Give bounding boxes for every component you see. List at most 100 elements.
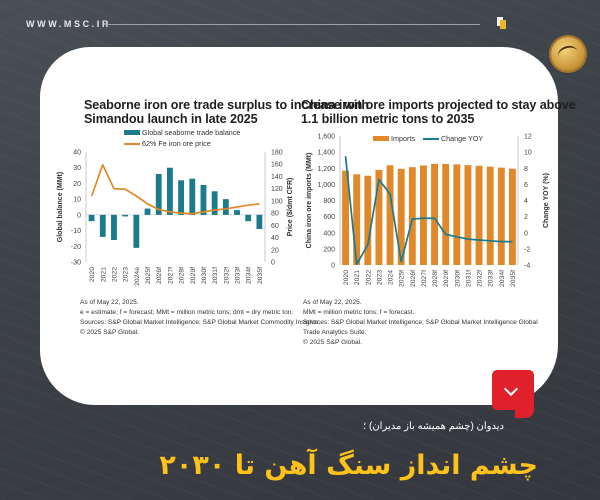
legend-item-change-yoy: Change YOY <box>422 133 483 144</box>
y-axis-right-title: Change YOY (%) <box>543 173 550 228</box>
y-axis-title: Global balance (MMt) <box>57 172 64 242</box>
bar <box>442 163 450 265</box>
x-tick-label: 2035f <box>510 270 517 287</box>
bar <box>375 169 383 265</box>
bar <box>166 167 173 215</box>
x-tick-label: 2024e <box>134 267 141 286</box>
x-tick-label: 2021 <box>354 270 361 285</box>
y-right-tick-label: 2 <box>524 214 528 221</box>
document-icon <box>497 17 506 29</box>
x-tick-label: 2032f <box>477 270 484 287</box>
bar <box>122 214 129 217</box>
left-chart-notes: As of May 22, 2025. e = estimate; f = fo… <box>80 298 320 338</box>
legend-item-iron-ore-price: 62% Fe iron ore price <box>124 138 240 149</box>
y-right-tick-label: 60 <box>271 223 279 230</box>
seal-logo-icon <box>551 37 585 71</box>
bar <box>475 165 483 265</box>
x-tick-label: 2027f <box>167 267 174 284</box>
line-series <box>90 163 260 215</box>
x-tick-label: 2034f <box>499 270 506 287</box>
bar <box>234 210 240 215</box>
bar <box>497 167 505 265</box>
bar <box>508 168 516 265</box>
bar <box>486 166 494 265</box>
y-tick-label: 30 <box>73 165 81 172</box>
x-tick-label: 2020 <box>343 270 350 285</box>
bar <box>364 175 372 265</box>
y-right-tick-label: 80 <box>271 211 279 218</box>
y-tick-label: -30 <box>71 260 81 267</box>
right-chart-notes: As of May 22, 2025. MMt = million metric… <box>303 298 538 348</box>
y-tick-label: 600 <box>323 214 335 221</box>
note-line: © 2025 S&P Global. <box>303 339 362 346</box>
y-tick-label: 400 <box>323 230 335 237</box>
x-tick-label: 2026f <box>410 270 417 287</box>
footer-headline: چشم انداز سنگ آهن تا ۲۰۳۰ <box>159 450 538 481</box>
legend-item-imports: Imports <box>373 133 415 144</box>
y-tick-label: 40 <box>73 150 81 157</box>
left-title-line2: Simandou launch in late 2025 <box>84 112 258 126</box>
bar <box>99 214 106 237</box>
bar <box>200 185 207 215</box>
x-tick-label: 2026f <box>156 267 163 284</box>
left-chart-plot: -30 -20 -10 0 10 20 30 40 0 20 40 60 80 100 120 140 160 1… <box>57 150 294 286</box>
teal-bar-swatch-icon <box>124 130 140 135</box>
x-tick-label: 2023 <box>123 267 130 282</box>
bar <box>133 214 140 248</box>
note-line: © 2025 S&P Global. <box>80 329 139 336</box>
bar <box>155 174 162 215</box>
y-tick-label: 1,600 <box>317 134 335 141</box>
y-right-tick-label: -2 <box>524 246 530 253</box>
right-title-line2: 1.1 billion metric tons to 2035 <box>301 112 475 126</box>
site-url[interactable]: WWW.MSC.IR <box>26 19 111 29</box>
line-series <box>344 156 513 266</box>
bar <box>256 214 263 229</box>
x-tick-label: 2032f <box>223 267 230 284</box>
bar <box>245 214 252 222</box>
y-tick-label: 200 <box>323 246 335 253</box>
y-right-tick-label: 180 <box>271 150 283 157</box>
bar <box>419 165 427 265</box>
bar <box>408 167 416 265</box>
y-right-tick-label: 20 <box>271 247 279 254</box>
y-axis-right-title: Price ($/dmt CFR) <box>287 178 294 237</box>
right-chart-title: China iron ore imports projected to stay… <box>301 98 576 126</box>
y-axis-title: China iron ore imports (MMt) <box>306 153 313 249</box>
bar <box>144 208 151 215</box>
y-right-tick-label: 8 <box>524 166 528 173</box>
orange-bar-swatch-icon <box>373 136 389 141</box>
x-tick-label: 2025f <box>399 270 406 287</box>
x-tick-label: 2028f <box>432 270 439 287</box>
x-tick-label: 2029f <box>190 267 197 284</box>
x-tick-label: 2024 <box>388 270 395 285</box>
y-tick-label: 20 <box>73 181 81 188</box>
x-tick-label: 2031f <box>212 267 219 284</box>
y-right-tick-label: 160 <box>271 162 283 169</box>
bar <box>453 164 461 265</box>
x-tick-label: 2030f <box>454 270 461 287</box>
x-tick-label: 2030f <box>201 267 208 284</box>
bar <box>397 168 405 265</box>
y-right-tick-label: -4 <box>524 263 530 270</box>
y-right-tick-label: 4 <box>524 198 528 205</box>
x-tick-label: 2023 <box>376 270 383 285</box>
y-tick-label: 0 <box>77 212 81 219</box>
x-tick-label: 2022 <box>111 267 118 282</box>
bar <box>178 180 185 215</box>
note-line: As of May 22, 2025. <box>80 299 139 306</box>
right-chart-legend: Imports Change YOY <box>373 133 483 144</box>
bar <box>342 170 350 265</box>
bar <box>353 174 361 265</box>
x-tick-label: 2020 <box>89 267 96 282</box>
left-chart-legend: Global seaborne trade balance 62% Fe iro… <box>124 127 240 149</box>
legend-item-trade-balance: Global seaborne trade balance <box>124 127 240 138</box>
y-right-tick-label: 10 <box>524 150 532 157</box>
y-tick-label: 10 <box>73 197 81 204</box>
left-title-line1: Seaborne iron ore trade surplus to incre… <box>84 98 369 112</box>
y-tick-label: -20 <box>71 244 81 251</box>
orange-line-swatch-icon <box>124 142 140 145</box>
y-right-tick-label: 0 <box>524 230 528 237</box>
legend-label: Global seaborne trade balance <box>142 128 241 137</box>
content-card <box>40 47 558 405</box>
x-tick-label: 2025f <box>145 267 152 284</box>
